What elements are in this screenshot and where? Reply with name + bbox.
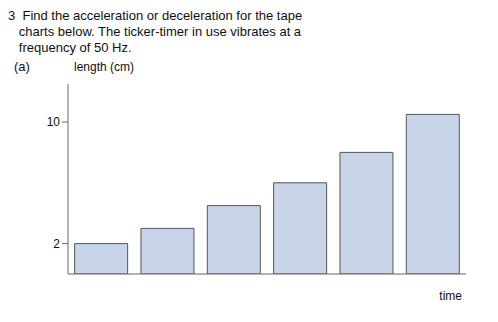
html-text:3 Find the acceleration or dec: 3 Find the acceleration or deceleration … [8, 8, 303, 23]
html-text:frequency of 50 Hz.: frequency of 50 Hz. [8, 40, 132, 55]
svg-text:2: 2 [53, 237, 60, 251]
svg-text:10: 10 [47, 115, 61, 129]
html-text:(a): (a) [14, 59, 30, 74]
svg-text:time: time [439, 289, 462, 303]
html-text:charts below. The ticker-timer: charts below. The ticker-timer in use vi… [8, 24, 302, 39]
html-text:length (cm): length (cm) [74, 60, 134, 74]
